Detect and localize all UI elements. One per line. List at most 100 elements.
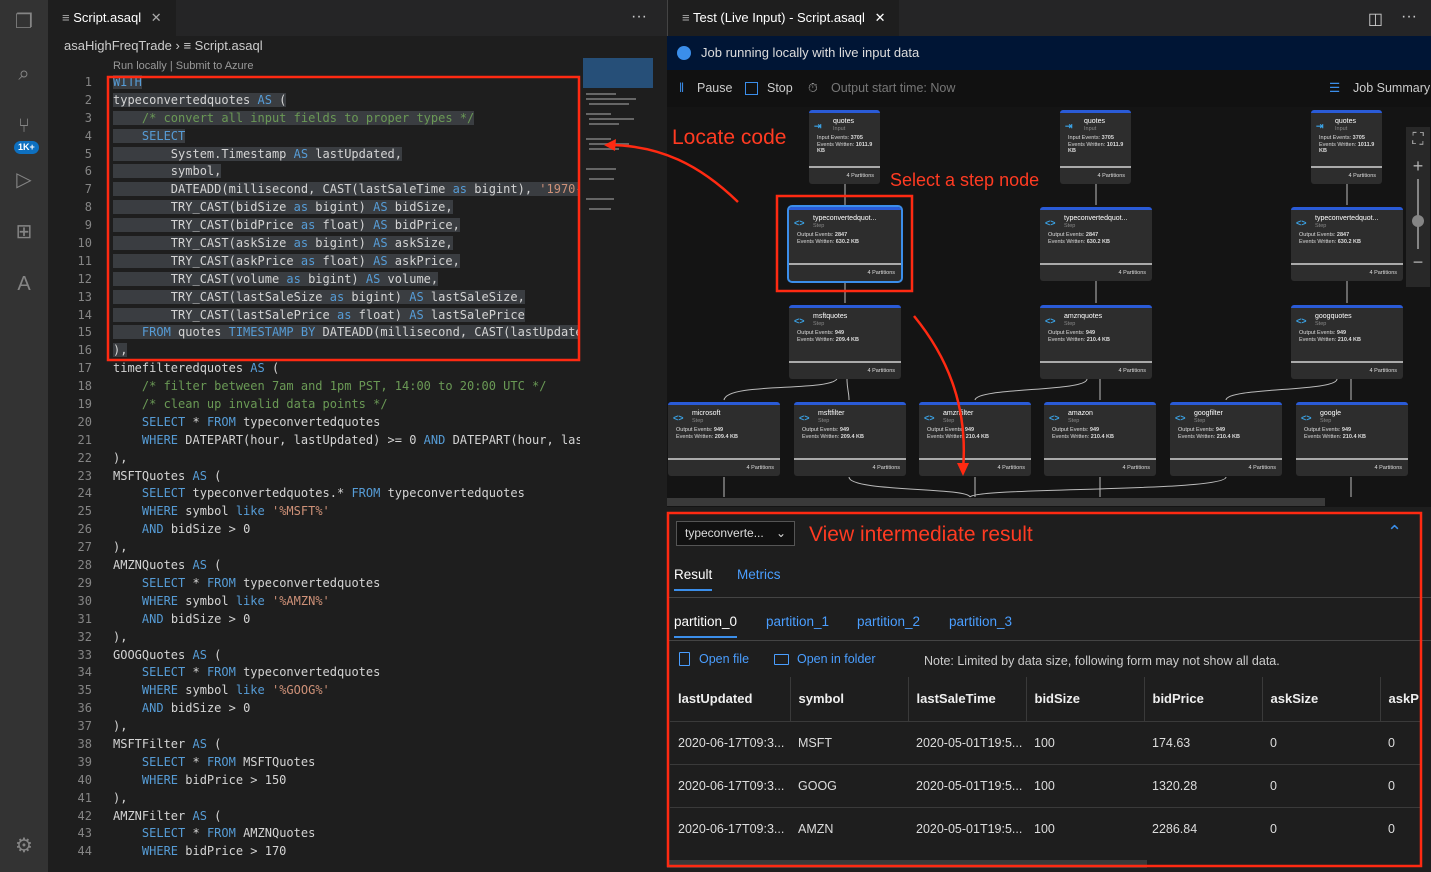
code-line[interactable]: SELECT	[113, 128, 580, 146]
code-line[interactable]: MSFTFilter AS (	[113, 736, 222, 751]
close-icon[interactable]: ✕	[150, 10, 162, 25]
column-header[interactable]: askSize	[1262, 677, 1381, 721]
column-header[interactable]: symbol	[790, 677, 909, 721]
code-line[interactable]: /* convert all input fields to proper ty…	[113, 110, 580, 128]
code-line[interactable]: AND bidSize > 0	[141, 701, 251, 716]
job-graph[interactable]: ⇥ quotes Input Input Events: 3705 Events…	[667, 107, 1431, 507]
pause-button[interactable]: Pause	[697, 81, 733, 95]
code-line[interactable]: SELECT * FROM typeconvertedquotes	[141, 665, 381, 680]
code-line[interactable]: TRY_CAST(askPrice as float) AS askPrice,	[113, 253, 460, 268]
code-line[interactable]: TRY_CAST(bidPrice as float) AS bidPrice,	[113, 218, 460, 233]
code-line[interactable]: TRY_CAST(lastSalePrice as float) AS last…	[113, 307, 525, 322]
code-line[interactable]: AMZNQuotes AS (	[113, 558, 222, 573]
graph-node-amznfilter[interactable]: <> amznfilter Step Output Events: 949 Ev…	[919, 402, 1031, 476]
code-line[interactable]: SELECT typeconvertedquotes.* FROM typeco…	[141, 486, 525, 501]
fit-view-icon[interactable]: ⛶	[1412, 131, 1424, 148]
tab-test-live[interactable]: ≡ Test (Live Input) - Script.asaql ✕	[668, 0, 900, 36]
code-line[interactable]: ),	[113, 790, 128, 805]
zoom-in-icon[interactable]: +	[1412, 156, 1424, 176]
open-file-button[interactable]: Open file	[679, 652, 749, 666]
code-line[interactable]: AMZNFilter AS (	[113, 808, 222, 823]
code-line[interactable]: ),	[113, 540, 128, 555]
code-line[interactable]: TRY_CAST(lastSaleSize as bigint) AS last…	[113, 289, 525, 304]
minimap-viewport[interactable]	[583, 58, 653, 88]
run-locally-link[interactable]: Run locally	[113, 60, 167, 72]
code-line[interactable]: SELECT * FROM MSFTQuotes	[141, 754, 316, 769]
files-icon[interactable]: ❐	[15, 11, 33, 33]
graph-node-typeconvertedquot[interactable]: <> typeconvertedquot... Step Output Even…	[1040, 207, 1152, 281]
code-line[interactable]: TRY_CAST(volume as bigint) AS volume,	[113, 271, 439, 286]
code-line[interactable]: /* clean up invalid data points */	[141, 397, 388, 412]
tab-partition-1[interactable]: partition_1	[766, 614, 830, 629]
graph-horizontal-scrollbar[interactable]	[667, 498, 1325, 506]
graph-node-microsoft[interactable]: <> microsoft Step Output Events: 949 Eve…	[668, 402, 780, 476]
code-line[interactable]: typeconvertedquotes AS (	[113, 92, 287, 107]
code-line[interactable]: WHERE symbol like '%MSFT%'	[141, 504, 330, 519]
graph-node-typeconvertedquot[interactable]: <> typeconvertedquot... Step Output Even…	[1291, 207, 1403, 281]
graph-node-amazon[interactable]: <> amazon Step Output Events: 949 Events…	[1044, 402, 1156, 476]
graph-node-googquotes[interactable]: <> googquotes Step Output Events: 949 Ev…	[1291, 305, 1403, 379]
open-folder-button[interactable]: Open in folder	[774, 652, 876, 666]
code-line[interactable]: DATEADD(millisecond, CAST(lastSaleTime a…	[113, 181, 580, 199]
close-icon[interactable]: ✕	[874, 10, 886, 25]
column-header[interactable]: askP	[1380, 677, 1421, 721]
zoom-slider[interactable]	[1412, 179, 1424, 249]
column-header[interactable]: bidSize	[1026, 677, 1145, 721]
table-horizontal-scrollbar[interactable]	[667, 860, 1147, 868]
graph-node-msftfilter[interactable]: <> msftfilter Step Output Events: 949 Ev…	[794, 402, 906, 476]
azure-icon[interactable]: A	[17, 273, 31, 295]
table-row[interactable]: 2020-06-17T09:3... GOOG 2020-05-01T19:5...…	[670, 763, 1420, 807]
stop-button[interactable]: Stop	[767, 81, 793, 95]
column-header[interactable]: lastSaleTime	[908, 677, 1027, 721]
code-line[interactable]: MSFTQuotes AS (	[113, 468, 222, 483]
column-header[interactable]: lastUpdated	[670, 677, 791, 721]
breadcrumb-file[interactable]: Script.asaql	[194, 38, 263, 53]
tab-result[interactable]: Result	[674, 567, 713, 591]
zoom-slider-handle[interactable]	[1412, 215, 1424, 227]
code-line[interactable]: ),	[113, 343, 128, 358]
code-line[interactable]: System.Timestamp AS lastUpdated,	[113, 146, 402, 161]
code-line[interactable]: AND bidSize > 0	[141, 522, 251, 537]
code-line[interactable]: AND bidSize > 0	[141, 611, 251, 626]
tab-metrics[interactable]: Metrics	[737, 567, 781, 582]
code-line[interactable]: WHERE symbol like '%AMZN%'	[141, 593, 330, 608]
step-dropdown[interactable]: typeconverte... ⌄	[676, 521, 795, 546]
job-summary-button[interactable]: Job Summary	[1353, 81, 1431, 95]
code-line[interactable]: GOOGQuotes AS (	[113, 647, 222, 662]
code-line[interactable]: TRY_CAST(bidSize as bigint) AS bidSize,	[113, 200, 453, 215]
code-line[interactable]: FROM quotes TIMESTAMP BY DATEADD(millise…	[113, 324, 580, 342]
minimap[interactable]	[583, 58, 653, 228]
table-row[interactable]: 2020-06-17T09:3... MSFT 2020-05-01T19:5...…	[670, 720, 1420, 764]
code-line[interactable]: SELECT * FROM typeconvertedquotes	[141, 575, 381, 590]
graph-node-googfilter[interactable]: <> googfilter Step Output Events: 949 Ev…	[1170, 402, 1282, 476]
graph-node-amznquotes[interactable]: <> amznquotes Step Output Events: 949 Ev…	[1040, 305, 1152, 379]
code-line[interactable]: SELECT * FROM typeconvertedquotes	[141, 414, 381, 429]
column-header[interactable]: bidPrice	[1144, 677, 1263, 721]
code-line[interactable]: WHERE symbol like '%GOOG%'	[141, 683, 330, 698]
output-start-time[interactable]: Output start time: Now	[831, 81, 956, 95]
code-line[interactable]: symbol,	[113, 164, 222, 179]
code-line[interactable]: WHERE bidPrice > 150	[141, 772, 287, 787]
graph-node-quotes[interactable]: ⇥ quotes Input Input Events: 3705 Events…	[809, 110, 880, 184]
code-line[interactable]: timefilteredquotes AS (	[113, 361, 280, 376]
tab-partition-3[interactable]: partition_3	[949, 614, 1013, 629]
split-editor-icon[interactable]: ◫	[1367, 11, 1383, 28]
settings-icon[interactable]: ⚙	[15, 835, 33, 857]
graph-node-google[interactable]: <> google Step Output Events: 949 Events…	[1296, 402, 1408, 476]
collapse-icon[interactable]: ⌃	[1387, 522, 1403, 542]
code-line[interactable]: /* filter between 7am and 1pm PST, 14:00…	[141, 379, 547, 394]
code-line[interactable]: ),	[113, 450, 128, 465]
code-line[interactable]: TRY_CAST(askSize as bigint) AS askSize,	[113, 236, 453, 251]
run-debug-icon[interactable]: ▷	[16, 169, 32, 191]
search-icon[interactable]: ⌕	[18, 63, 30, 85]
code-line[interactable]: WHERE bidPrice > 170	[141, 844, 287, 859]
graph-node-quotes[interactable]: ⇥ quotes Input Input Events: 3705 Events…	[1060, 110, 1131, 184]
code-line[interactable]: ),	[113, 719, 128, 734]
table-row[interactable]: 2020-06-17T09:3... AMZN 2020-05-01T19:5...…	[670, 806, 1420, 850]
more-actions-icon[interactable]: ···	[631, 8, 647, 25]
breadcrumb-folder[interactable]: asaHighFreqTrade	[64, 38, 172, 53]
submit-azure-link[interactable]: | Submit to Azure	[169, 60, 254, 72]
code-editor[interactable]: WITH typeconvertedquotes AS ( /* convert …	[113, 74, 580, 861]
source-control-icon[interactable]: ⑂	[18, 115, 30, 137]
graph-node-quotes[interactable]: ⇥ quotes Input Input Events: 3705 Events…	[1311, 110, 1382, 184]
